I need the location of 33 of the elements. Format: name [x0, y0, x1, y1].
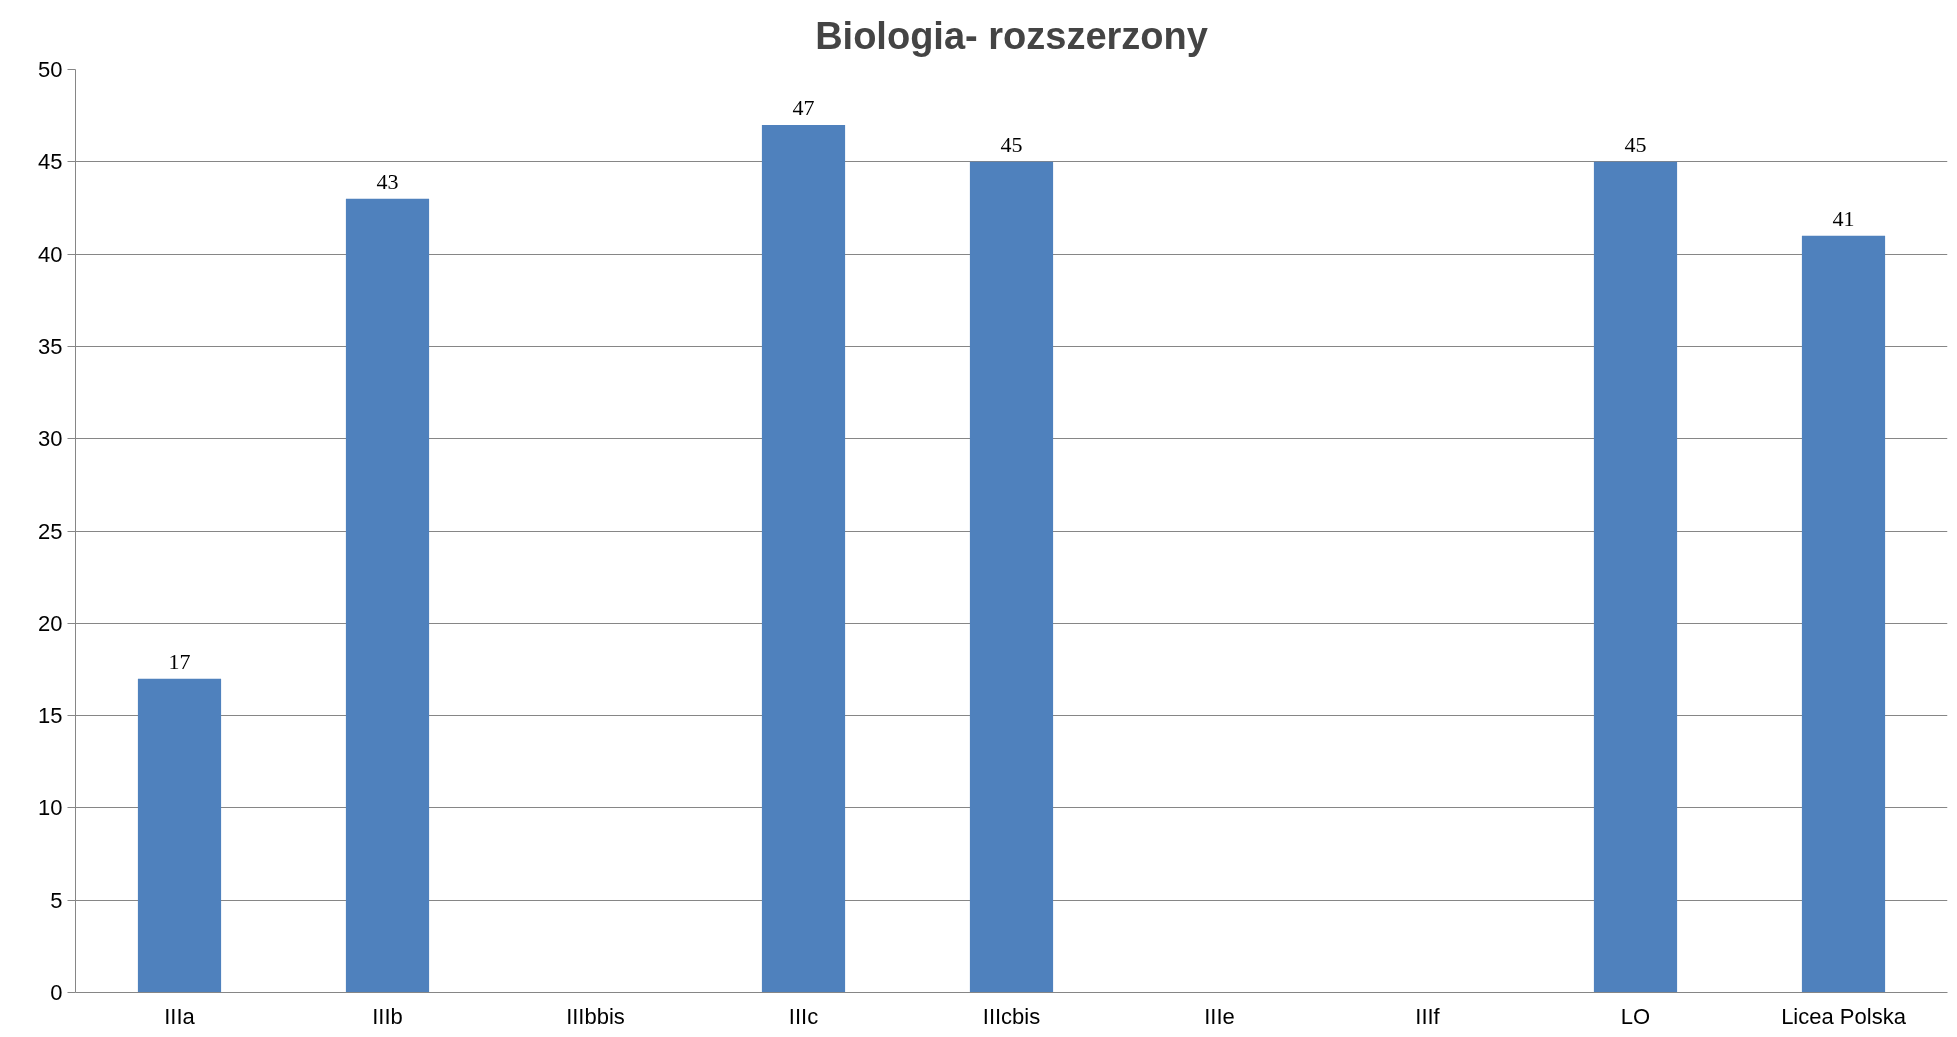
data-label: 41	[1832, 205, 1855, 231]
x-tick-label: LO	[1620, 1003, 1651, 1029]
y-tick-label: 30	[38, 426, 63, 452]
x-tick-label: IIIa	[164, 1003, 196, 1029]
bar	[1593, 161, 1678, 993]
bar	[345, 198, 430, 993]
x-tick-label: IIIc	[788, 1003, 819, 1029]
x-tick-label: IIIe	[1204, 1003, 1235, 1029]
y-tick-label: 15	[38, 703, 63, 729]
bar	[1801, 235, 1886, 993]
data-label: 47	[792, 94, 815, 120]
y-tick-label: 10	[38, 795, 63, 821]
x-tick-label: IIIcbis	[982, 1003, 1041, 1029]
y-tick-label: 45	[38, 149, 63, 175]
x-tick-label: IIIf	[1415, 1003, 1441, 1029]
y-tick-label: 35	[38, 333, 63, 359]
data-label: 43	[376, 168, 399, 194]
y-tick-label: 20	[38, 610, 63, 636]
bar	[761, 124, 846, 993]
y-tick-label: 50	[38, 57, 63, 82]
y-tick-label: 0	[50, 980, 63, 1005]
data-label: 45	[1000, 131, 1023, 157]
data-label: 17	[168, 648, 191, 674]
chart-title: Biologia- rozszerzony	[815, 15, 1208, 57]
y-tick-label: 25	[38, 518, 63, 544]
data-label: 45	[1624, 131, 1647, 157]
bar	[969, 161, 1054, 993]
bar	[137, 678, 222, 993]
x-tick-label: IIIb	[372, 1003, 403, 1029]
x-tick-label: IIIbbis	[566, 1003, 625, 1029]
y-tick-label: 5	[50, 887, 63, 913]
x-tick-label: Licea Polska	[1781, 1003, 1907, 1029]
y-tick-label: 40	[38, 241, 63, 267]
